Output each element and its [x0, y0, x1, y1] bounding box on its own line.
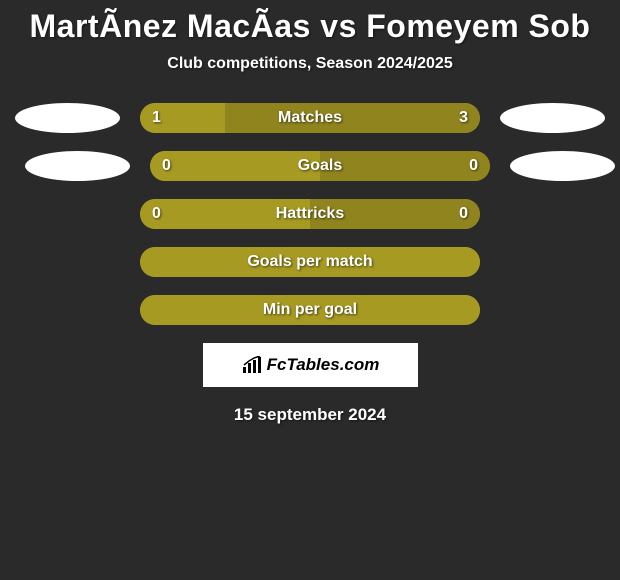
stat-value-right: 3 — [459, 109, 468, 127]
stat-label: Goals per match — [247, 253, 372, 271]
comparison-container: MartÃnez MacÃas vs Fomeyem Sob Club comp… — [0, 0, 620, 425]
page-subtitle: Club competitions, Season 2024/2025 — [0, 55, 620, 73]
stat-value-left: 0 — [152, 205, 161, 223]
player-right-ellipse — [510, 151, 615, 181]
stat-value-left: 1 — [152, 109, 161, 127]
logo-text: FcTables.com — [267, 355, 380, 375]
logo-box: FcTables.com — [203, 343, 418, 387]
stat-bar: 0 Hattricks 0 — [140, 199, 480, 229]
stat-row: 1 Matches 3 — [0, 103, 620, 133]
date-label: 15 september 2024 — [0, 405, 620, 425]
stat-label: Matches — [278, 109, 342, 127]
stat-bar: Min per goal — [140, 295, 480, 325]
stat-bar: Goals per match — [140, 247, 480, 277]
stat-bar: 0 Goals 0 — [150, 151, 490, 181]
stats-rows: 1 Matches 3 0 Goals 0 0 Hattricks 0 Goals per mat… — [0, 103, 620, 325]
stat-label: Hattricks — [276, 205, 344, 223]
stat-value-left: 0 — [162, 157, 171, 175]
stat-row: Goals per match — [0, 247, 620, 277]
stat-label: Min per goal — [263, 301, 357, 319]
stat-bar: 1 Matches 3 — [140, 103, 480, 133]
bar-left-fill — [150, 151, 320, 181]
chart-icon — [241, 356, 263, 374]
player-left-ellipse — [15, 103, 120, 133]
player-right-ellipse — [500, 103, 605, 133]
page-title: MartÃnez MacÃas vs Fomeyem Sob — [0, 8, 620, 45]
bar-right-fill — [320, 151, 490, 181]
bar-right-fill — [225, 103, 480, 133]
stat-value-right: 0 — [469, 157, 478, 175]
stat-row: 0 Goals 0 — [0, 151, 620, 181]
stat-row: 0 Hattricks 0 — [0, 199, 620, 229]
stat-value-right: 0 — [459, 205, 468, 223]
stat-label: Goals — [298, 157, 342, 175]
player-left-ellipse — [25, 151, 130, 181]
stat-row: Min per goal — [0, 295, 620, 325]
